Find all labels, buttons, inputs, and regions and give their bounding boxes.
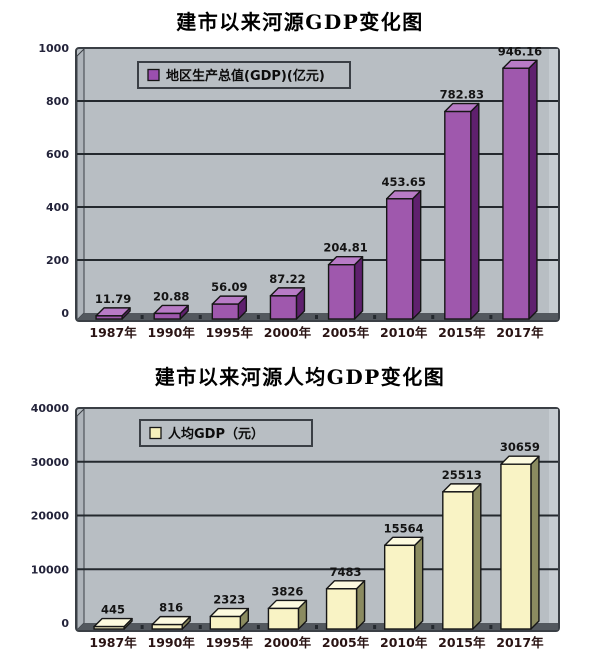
bar-value-label: 453.65 <box>381 175 425 189</box>
legend-label: 地区生产总值(GDP)(亿元) <box>166 68 325 84</box>
y-axis-label: 10000 <box>31 563 70 576</box>
bar-value-label: 445 <box>101 603 125 617</box>
axis-tick <box>256 625 260 629</box>
bar <box>325 588 358 630</box>
y-axis-label: 0 <box>61 617 69 630</box>
axis-tick <box>315 315 318 319</box>
bar <box>383 544 416 630</box>
x-axis-label: 2010年 <box>380 635 428 650</box>
x-axis-label: 1987年 <box>89 635 137 650</box>
axis-tick <box>315 625 318 629</box>
gdp-chart-canvas: 0 200 400 600 800 1000 11.79 1987年 20.88 1990年 56.… <box>38 42 560 340</box>
bar <box>211 303 240 320</box>
bar <box>502 67 530 320</box>
bar <box>267 607 300 630</box>
bar-value-label: 87.22 <box>269 272 305 286</box>
bar-side-face <box>528 59 538 320</box>
right-wall <box>549 409 558 630</box>
x-axis-label: 2017年 <box>496 325 544 340</box>
y-axis-label: 20000 <box>31 510 70 523</box>
x-axis-label: 2000年 <box>264 325 312 340</box>
axis-tick <box>489 625 493 629</box>
plot-panel <box>75 407 560 632</box>
axis-tick <box>198 315 202 319</box>
bar-value-label: 204.81 <box>323 241 367 255</box>
bar <box>327 264 356 320</box>
bar-value-label: 25513 <box>442 468 482 482</box>
x-axis-label: 1995年 <box>206 635 254 650</box>
y-axis-label: 800 <box>46 95 69 108</box>
bar <box>153 312 181 320</box>
x-axis-label: 1990年 <box>148 635 196 650</box>
per-capita-gdp-chart-title: 建市以来河源人均GDP变化图 <box>154 365 446 389</box>
bar <box>209 615 242 630</box>
bar-side-face <box>413 536 424 630</box>
bar <box>95 315 123 320</box>
bar-side-face <box>530 455 540 630</box>
axis-tick <box>256 315 260 319</box>
bar <box>151 623 183 630</box>
y-axis-label: 200 <box>46 254 69 267</box>
bar <box>500 463 532 630</box>
x-axis-label: 1990年 <box>148 325 196 340</box>
axis-tick <box>431 315 435 319</box>
legend-label: 人均GDP（元） <box>168 426 264 442</box>
bar-value-label: 30659 <box>500 440 540 454</box>
right-wall <box>549 49 558 320</box>
y-axis-label: 40000 <box>31 402 70 415</box>
x-axis-label: 2017年 <box>496 635 544 650</box>
y-axis-label: 1000 <box>38 42 69 55</box>
bar-value-label: 782.83 <box>440 88 484 102</box>
legend-swatch <box>149 426 162 440</box>
x-axis-label: 2015年 <box>438 635 486 650</box>
bar-value-label: 56.09 <box>211 280 247 294</box>
bar-value-label: 7483 <box>330 565 362 579</box>
bar-value-label: 20.88 <box>153 289 189 303</box>
y-axis-label: 0 <box>61 307 69 320</box>
x-axis-label: 2005年 <box>322 635 370 650</box>
bar-value-label: 3826 <box>271 584 303 598</box>
plot-panel <box>75 47 560 322</box>
bar <box>269 295 298 320</box>
left-wall <box>76 47 85 322</box>
bar-side-face <box>472 483 482 630</box>
left-wall <box>76 407 85 632</box>
x-axis-label: 2010年 <box>380 325 428 340</box>
gdp-chart-title: 建市以来河源GDP变化图 <box>176 9 424 34</box>
axis-tick <box>489 315 493 319</box>
axis-tick <box>373 625 377 629</box>
legend-box <box>137 61 351 89</box>
x-axis-label: 2015年 <box>438 325 486 340</box>
bar-value-label: 816 <box>159 601 183 615</box>
axis-tick <box>140 625 144 629</box>
axis-tick <box>373 315 377 319</box>
y-axis-label: 600 <box>46 148 69 161</box>
bar <box>444 110 472 320</box>
bar <box>93 625 125 630</box>
axis-tick <box>431 625 435 629</box>
legend-box <box>139 419 313 447</box>
per-capita-gdp-chart-canvas: 0 10000 20000 30000 40000 445 1987年 816 1990年 232… <box>31 402 560 650</box>
bar-value-label: 11.79 <box>95 292 131 306</box>
x-axis-label: 2005年 <box>322 325 370 340</box>
bar-value-label: 946.16 <box>498 44 542 58</box>
y-axis-label: 400 <box>46 201 69 214</box>
bar <box>442 491 474 630</box>
bar-value-label: 2323 <box>213 593 245 607</box>
bar-side-face <box>470 102 480 320</box>
axis-tick <box>140 315 144 319</box>
bar-side-face <box>411 190 422 320</box>
x-axis-label: 1987年 <box>89 325 137 340</box>
x-axis-label: 2000年 <box>264 635 312 650</box>
axis-tick <box>198 625 202 629</box>
bar-side-face <box>353 256 364 320</box>
x-axis-label: 1995年 <box>206 325 254 340</box>
y-axis-label: 30000 <box>31 456 70 469</box>
bar <box>385 198 414 320</box>
bar-value-label: 15564 <box>384 521 424 535</box>
legend-swatch <box>147 68 160 82</box>
